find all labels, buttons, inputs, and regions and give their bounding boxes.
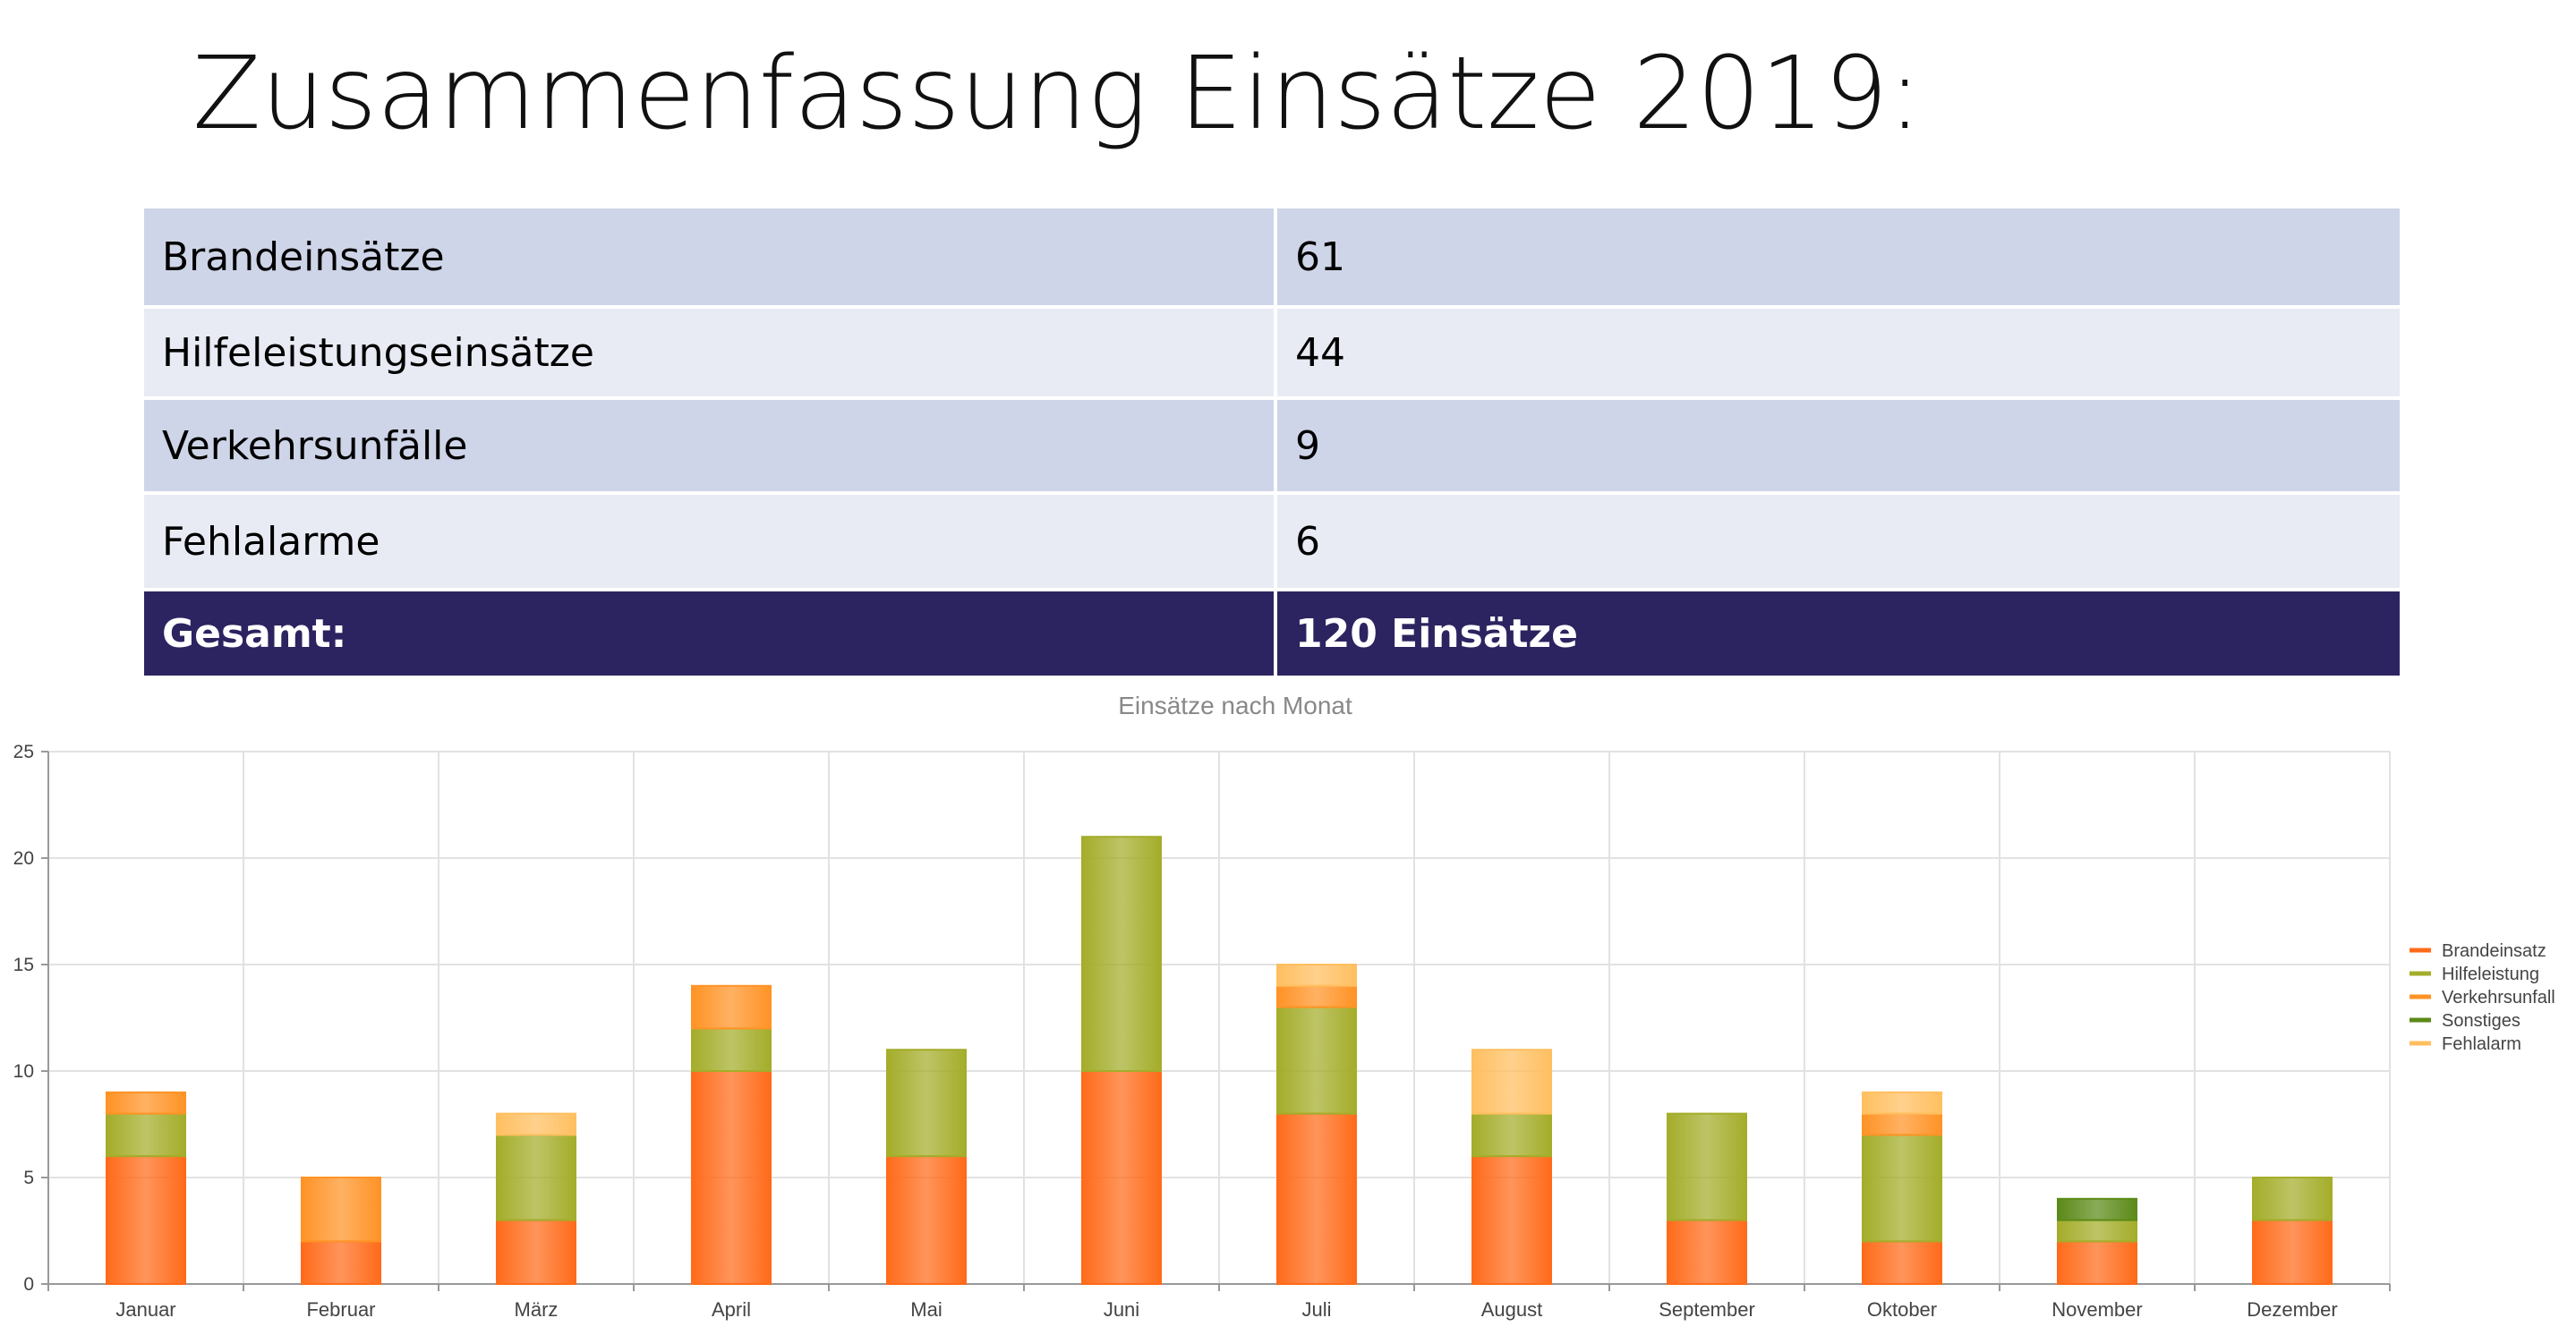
bar-segment-fehlalarm [1862, 1091, 1942, 1115]
bar-segment-brandeinsatz [2057, 1240, 2137, 1286]
bar-segment-brandeinsatz [301, 1240, 381, 1286]
bar-segment-hilfeleistung [886, 1049, 967, 1158]
bar-segment-verkehrsunfall [1276, 984, 1357, 1008]
x-tick-label: November [2051, 1298, 2142, 1321]
summary-label: Fehlalarme [144, 493, 1277, 591]
bar-segment-sonstiges [2057, 1197, 2137, 1221]
bar-segment-hilfeleistung [1862, 1134, 1942, 1243]
legend-label: Hilfeleistung [2442, 965, 2539, 984]
x-tick-label: August [1481, 1298, 1543, 1321]
bar-segment-brandeinsatz [1471, 1155, 1552, 1286]
bar-segment-brandeinsatz [496, 1219, 576, 1285]
slide-title: Zusammenfassung Einsätze 2019: [192, 36, 1923, 152]
bar-segment-brandeinsatz [1276, 1112, 1357, 1285]
x-tick-label: Januar [115, 1298, 175, 1321]
summary-row-fehlalarme: Fehlalarme 6 [144, 493, 2400, 591]
x-tick-label: Juni [1104, 1298, 1139, 1321]
summary-label: Verkehrsunfälle [144, 398, 1277, 495]
summary-table: Brandeinsätze 61 Hilfeleistungseinsätze … [144, 208, 2400, 679]
x-tick-label: September [1659, 1298, 1755, 1321]
bar-segment-fehlalarm [496, 1112, 576, 1136]
y-tick-label: 5 [23, 1168, 34, 1188]
bar-segment-hilfeleistung [2057, 1219, 2137, 1243]
x-tick-label: April [712, 1298, 751, 1321]
y-tick-label: 0 [23, 1274, 34, 1295]
bar-segment-hilfeleistung [106, 1112, 186, 1158]
bar-segment-hilfeleistung [1276, 1006, 1357, 1115]
x-tick-label: Februar [306, 1298, 375, 1321]
bar-segment-verkehrsunfall [691, 984, 772, 1030]
summary-row-total: Gesamt: 120 Einsätze [144, 590, 2400, 679]
bar-segment-brandeinsatz [1667, 1219, 1747, 1285]
bar-segment-hilfeleistung [496, 1134, 576, 1221]
bar-segment-brandeinsatz [1081, 1070, 1162, 1285]
bar-segment-hilfeleistung [1471, 1112, 1552, 1158]
summary-row-verkehrsunfaelle: Verkehrsunfälle 9 [144, 398, 2400, 495]
bar-segment-fehlalarm [1471, 1049, 1552, 1115]
bar-segment-brandeinsatz [691, 1070, 772, 1285]
legend-label: Brandeinsatz [2442, 941, 2546, 961]
summary-value: 6 [1275, 493, 2400, 591]
x-tick-label: Dezember [2247, 1298, 2337, 1321]
bar-segment-hilfeleistung [691, 1027, 772, 1072]
bar-segment-brandeinsatz [1862, 1240, 1942, 1286]
x-tick-label: Oktober [1867, 1298, 1937, 1321]
bar-segment-verkehrsunfall [106, 1091, 186, 1115]
summary-row-hilfeleistungseinsaetze: Hilfeleistungseinsätze 44 [144, 307, 2400, 400]
legend-label: Sonstiges [2442, 1011, 2521, 1031]
bar-segment-hilfeleistung [1667, 1112, 1747, 1221]
summary-value: 9 [1275, 398, 2400, 495]
bar-segment-fehlalarm [1276, 964, 1357, 987]
summary-row-brandeinsaetze: Brandeinsätze 61 [144, 208, 2400, 309]
y-tick-label: 20 [13, 848, 34, 869]
legend-label: Fehlalarm [2442, 1034, 2521, 1054]
bar-segment-verkehrsunfall [1862, 1112, 1942, 1136]
y-tick-label: 10 [13, 1061, 34, 1082]
summary-value: 44 [1275, 307, 2400, 400]
bar-segment-hilfeleistung [2252, 1177, 2333, 1221]
bar-segment-verkehrsunfall [301, 1177, 381, 1243]
summary-value: 61 [1275, 208, 2400, 309]
summary-total-value: 120 Einsätze [1275, 590, 2400, 679]
y-tick-label: 15 [13, 955, 34, 975]
legend-label: Verkehrsunfall [2442, 988, 2555, 1008]
bar-segment-brandeinsatz [886, 1155, 967, 1286]
bar-segment-hilfeleistung [1081, 836, 1162, 1072]
bar-segment-brandeinsatz [106, 1155, 186, 1286]
bar-segment-brandeinsatz [2252, 1219, 2333, 1285]
x-tick-label: Mai [910, 1298, 942, 1321]
summary-label: Brandeinsätze [144, 208, 1277, 309]
summary-total-label: Gesamt: [144, 590, 1277, 679]
chart-title: Einsätze nach Monat [1118, 692, 1352, 719]
x-tick-label: Juli [1301, 1298, 1331, 1321]
bar-chart: Einsätze nach Monat 0 5 10 15 20 25 Januar Febru… [13, 692, 2555, 1321]
y-tick-label: 25 [13, 742, 34, 762]
x-tick-label: März [515, 1298, 559, 1321]
summary-label: Hilfeleistungseinsätze [144, 307, 1277, 400]
